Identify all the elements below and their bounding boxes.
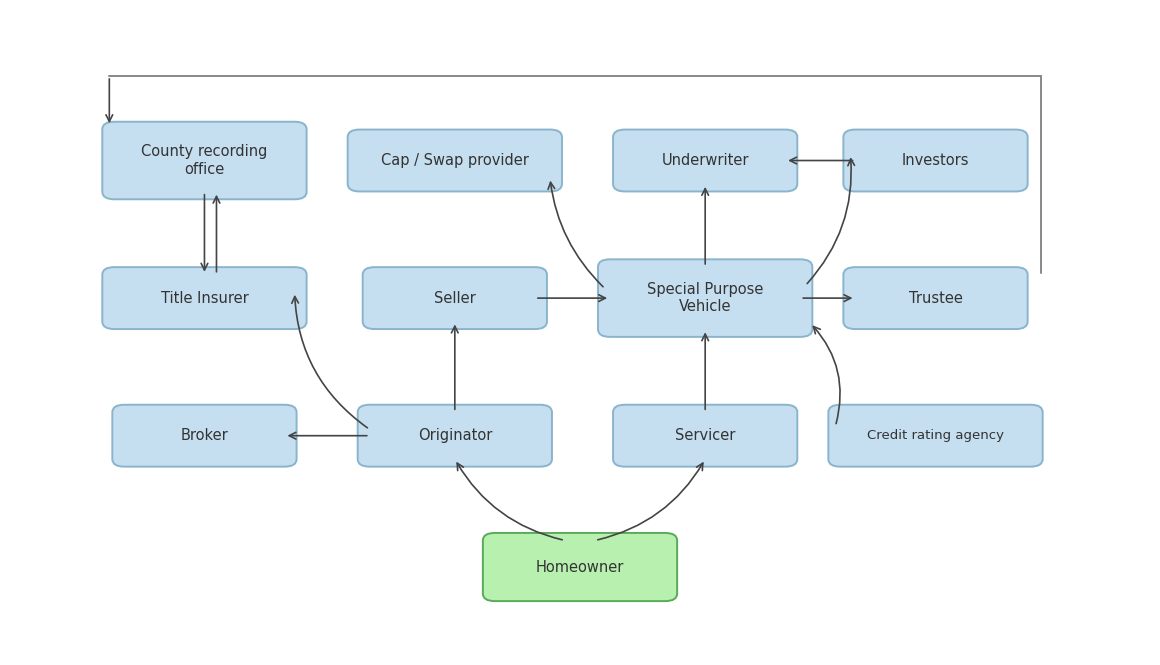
Text: Special Purpose
Vehicle: Special Purpose Vehicle	[647, 282, 763, 315]
FancyBboxPatch shape	[102, 122, 306, 200]
FancyBboxPatch shape	[612, 130, 797, 192]
FancyBboxPatch shape	[102, 267, 306, 329]
FancyBboxPatch shape	[843, 130, 1028, 192]
Text: Trustee: Trustee	[908, 291, 963, 306]
Text: Cap / Swap provider: Cap / Swap provider	[380, 153, 529, 168]
Text: Seller: Seller	[434, 291, 476, 306]
FancyBboxPatch shape	[113, 405, 297, 467]
FancyBboxPatch shape	[828, 405, 1043, 467]
FancyBboxPatch shape	[357, 405, 552, 467]
FancyBboxPatch shape	[612, 405, 797, 467]
Text: County recording
office: County recording office	[142, 144, 268, 177]
FancyBboxPatch shape	[599, 259, 812, 337]
Text: Investors: Investors	[901, 153, 970, 168]
Text: Originator: Originator	[418, 428, 492, 443]
Text: Underwriter: Underwriter	[661, 153, 749, 168]
FancyBboxPatch shape	[483, 533, 677, 601]
Text: Homeowner: Homeowner	[536, 559, 624, 575]
Text: Credit rating agency: Credit rating agency	[867, 429, 1005, 442]
Text: Servicer: Servicer	[675, 428, 735, 443]
Text: Title Insurer: Title Insurer	[160, 291, 248, 306]
Text: Broker: Broker	[181, 428, 229, 443]
FancyBboxPatch shape	[348, 130, 561, 192]
FancyBboxPatch shape	[843, 267, 1028, 329]
FancyBboxPatch shape	[363, 267, 548, 329]
